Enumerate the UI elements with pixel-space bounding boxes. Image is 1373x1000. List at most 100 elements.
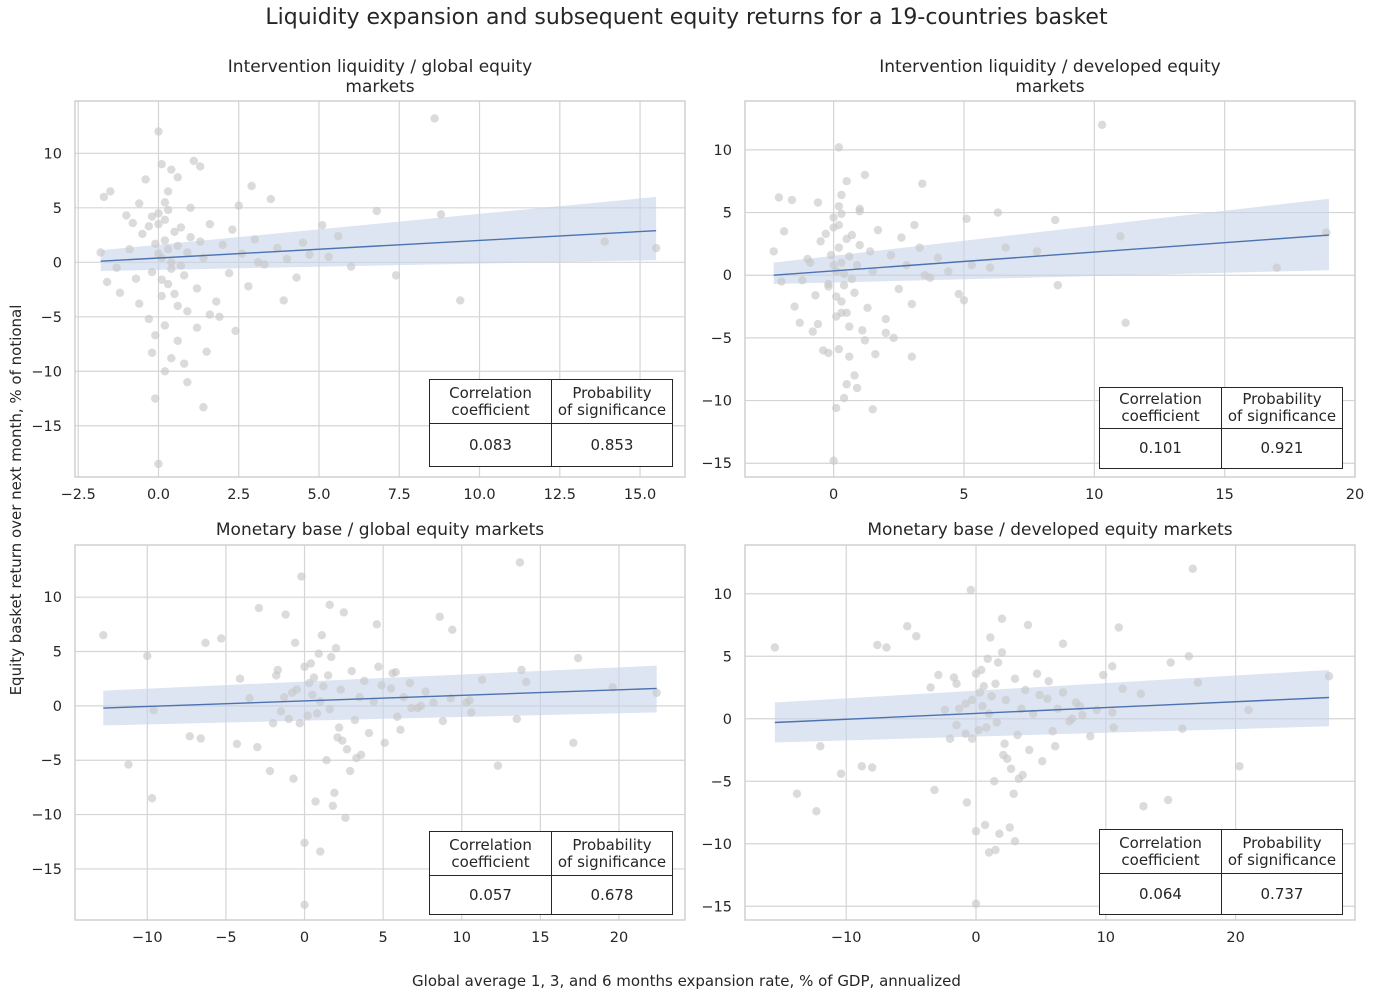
scatter-point <box>1001 243 1010 252</box>
scatter-point <box>824 348 833 358</box>
scatter-point <box>811 291 820 300</box>
scatter-point <box>493 761 503 770</box>
scatter-point <box>151 331 160 340</box>
scatter-point <box>882 643 891 652</box>
y-tick-label: 0 <box>723 268 732 284</box>
scatter-point <box>839 393 849 403</box>
scatter-point <box>808 327 817 336</box>
scatter-point <box>456 296 465 305</box>
scatter-point <box>438 716 448 726</box>
scatter-point <box>167 354 176 363</box>
scatter-point <box>154 219 163 229</box>
scatter-point <box>824 282 833 291</box>
scatter-point <box>961 699 970 708</box>
scatter-point <box>1001 695 1011 705</box>
scatter-point <box>1136 689 1146 698</box>
scatter-point <box>512 714 521 724</box>
scatter-point <box>1028 709 1038 718</box>
x-tick-label: 15 <box>1215 487 1233 503</box>
scatter-point <box>364 728 374 738</box>
scatter-point <box>421 687 430 696</box>
scatter-point <box>228 225 237 234</box>
scatter-point <box>327 652 336 662</box>
scatter-point <box>967 734 977 743</box>
scatter-point <box>138 229 147 239</box>
scatter-point <box>199 403 208 412</box>
subplot-title-3-line-1: Monetary base / global equity markets <box>215 520 545 540</box>
scatter-point <box>173 173 182 182</box>
scatter-point <box>1010 674 1020 683</box>
scatter-point <box>360 676 369 686</box>
y-tick-label: −5 <box>41 753 62 769</box>
probability-header: Probability of significance <box>1221 387 1343 429</box>
correlation-header: Correlation coefficient <box>1099 829 1222 874</box>
stats-table-1: Correlation coefficient Probability of sig… <box>429 379 673 467</box>
scatter-point <box>317 631 327 640</box>
scatter-point <box>836 769 846 778</box>
scatter-point <box>347 666 356 676</box>
scatter-point <box>983 654 992 663</box>
y-tick-label: −5 <box>711 331 732 347</box>
scatter-point <box>881 328 890 338</box>
scatter-point <box>196 162 205 171</box>
scatter-point <box>1000 739 1009 748</box>
scatter-point <box>143 651 152 661</box>
x-tick-label: 10.0 <box>463 487 495 503</box>
scatter-point <box>863 303 872 312</box>
scatter-point <box>147 267 157 277</box>
scatter-point <box>1099 670 1108 680</box>
x-tick-label: −10 <box>132 930 163 946</box>
confidence-band <box>103 665 657 726</box>
scatter-point <box>847 274 857 284</box>
scatter-point <box>245 694 254 703</box>
scatter-point <box>834 202 844 211</box>
scatter-point <box>857 762 867 771</box>
scatter-point <box>975 688 985 697</box>
scatter-point <box>183 248 192 257</box>
scatter-point <box>183 307 192 316</box>
scatter-point <box>279 692 289 702</box>
scatter-point <box>396 725 405 734</box>
scatter-point <box>163 187 173 196</box>
scatter-point <box>1038 757 1047 766</box>
y-tick-label: −10 <box>31 808 62 824</box>
scatter-point <box>993 208 1003 217</box>
stats-table-4: Correlation coefficient Probability of sig… <box>1099 829 1343 915</box>
scatter-point <box>231 326 240 336</box>
regression-line <box>773 234 1329 276</box>
scatter-point <box>886 250 896 260</box>
scatter-point <box>311 797 320 806</box>
scatter-point <box>405 678 415 688</box>
scatter-point <box>333 733 342 742</box>
scatter-point <box>826 250 836 260</box>
scatter-point <box>141 175 150 184</box>
scatter-point <box>837 190 846 200</box>
scatter-point <box>144 222 154 231</box>
scatter-point <box>1032 669 1042 678</box>
scatter-point <box>157 160 166 169</box>
scatter-point <box>273 243 282 253</box>
scatter-point <box>151 239 160 248</box>
scatter-point <box>1050 742 1060 751</box>
scatter-point <box>995 829 1004 838</box>
scatter-point <box>982 723 991 732</box>
scatter-point <box>933 253 943 262</box>
scatter-point <box>135 299 144 308</box>
scatter-point <box>160 198 170 207</box>
scatter-point <box>147 348 157 357</box>
scatter-point <box>306 659 316 668</box>
y-tick-label: 10 <box>44 590 62 606</box>
scatter-point <box>1244 705 1253 715</box>
scatter-point <box>115 288 125 298</box>
y-tick-label: −15 <box>31 862 62 878</box>
scatter-point <box>295 719 305 728</box>
y-tick-label: 0 <box>723 712 732 728</box>
scatter-point <box>305 678 314 688</box>
scatter-point <box>967 695 977 705</box>
scatter-point <box>795 318 804 328</box>
scatter-point <box>253 742 262 752</box>
probability-value: 0.853 <box>551 423 673 467</box>
scatter-point <box>1048 727 1057 736</box>
scatter-point <box>149 706 158 715</box>
scatter-point <box>860 170 870 180</box>
